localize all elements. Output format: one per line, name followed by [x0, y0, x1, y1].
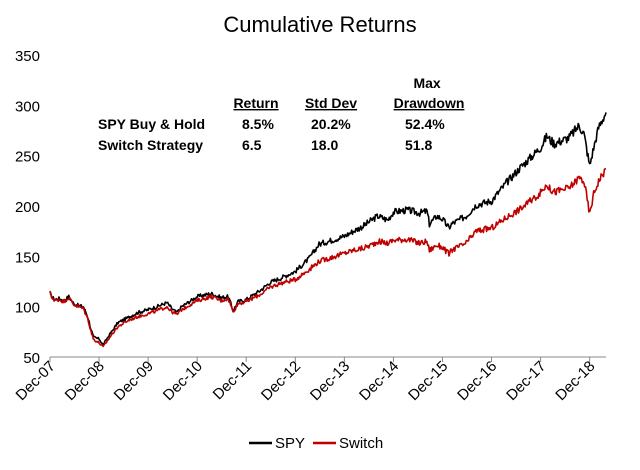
x-tick-label-Dec-08: Dec-08 [62, 358, 108, 404]
legend-label-spy: SPY [275, 435, 305, 452]
y-tick-label-200: 200 [15, 199, 40, 216]
x-tick-label-Dec-12: Dec-12 [258, 358, 304, 404]
x-tick-label-Dec-13: Dec-13 [307, 358, 353, 404]
x-tick-label-Dec-17: Dec-17 [503, 358, 549, 404]
stats-spy-stddev: 20.2% [311, 116, 351, 132]
series-line-spy [49, 112, 607, 346]
stats-row-label-switch: Switch Strategy [98, 137, 203, 153]
stats-table: Return Std Dev Max Drawdown SPY Buy & Ho… [98, 75, 464, 153]
stats-switch-max-drawdown: 51.8 [405, 137, 432, 153]
y-tick-label-350: 350 [15, 48, 40, 65]
chart-title: Cumulative Returns [223, 12, 416, 37]
x-tick-label-Dec-16: Dec-16 [454, 358, 500, 404]
x-tick-label-Dec-15: Dec-15 [405, 358, 451, 404]
x-tick-label-Dec-14: Dec-14 [356, 358, 402, 404]
stats-switch-return: 6.5 [242, 137, 262, 153]
y-tick-label-50: 50 [23, 350, 40, 367]
stats-header-return: Return [233, 95, 278, 111]
y-axis: 50 100 150 200 250 300 350 [15, 48, 40, 367]
y-tick-label-150: 150 [15, 249, 40, 266]
y-tick-label-100: 100 [15, 300, 40, 317]
y-tick-label-300: 300 [15, 98, 40, 115]
legend: SPY Switch [249, 435, 383, 452]
series-line-switch [49, 168, 607, 348]
stats-header-max-drawdown-line2: Drawdown [394, 95, 465, 111]
x-tick-label-Dec-10: Dec-10 [160, 358, 206, 404]
x-tick-label-Dec-11: Dec-11 [210, 358, 255, 403]
legend-label-switch: Switch [339, 435, 383, 452]
x-tick-label-Dec-09: Dec-09 [111, 358, 157, 404]
stats-header-max-drawdown: Max Drawdown [394, 75, 465, 111]
stats-header-max-drawdown-line1: Max [413, 75, 440, 91]
stats-spy-max-drawdown: 52.4% [405, 116, 445, 132]
x-tick-label-Dec-18: Dec-18 [552, 358, 598, 404]
stats-row-label-spy: SPY Buy & Hold [98, 116, 205, 132]
stats-spy-return: 8.5% [242, 116, 274, 132]
y-tick-label-250: 250 [15, 149, 40, 166]
series-layer [49, 112, 607, 348]
stats-switch-stddev: 18.0 [311, 137, 338, 153]
stats-header-stddev: Std Dev [305, 95, 357, 111]
x-axis: Dec-07 Dec-08 Dec-09 Dec-10 Dec-11 Dec-12 Dec-… [13, 356, 606, 404]
